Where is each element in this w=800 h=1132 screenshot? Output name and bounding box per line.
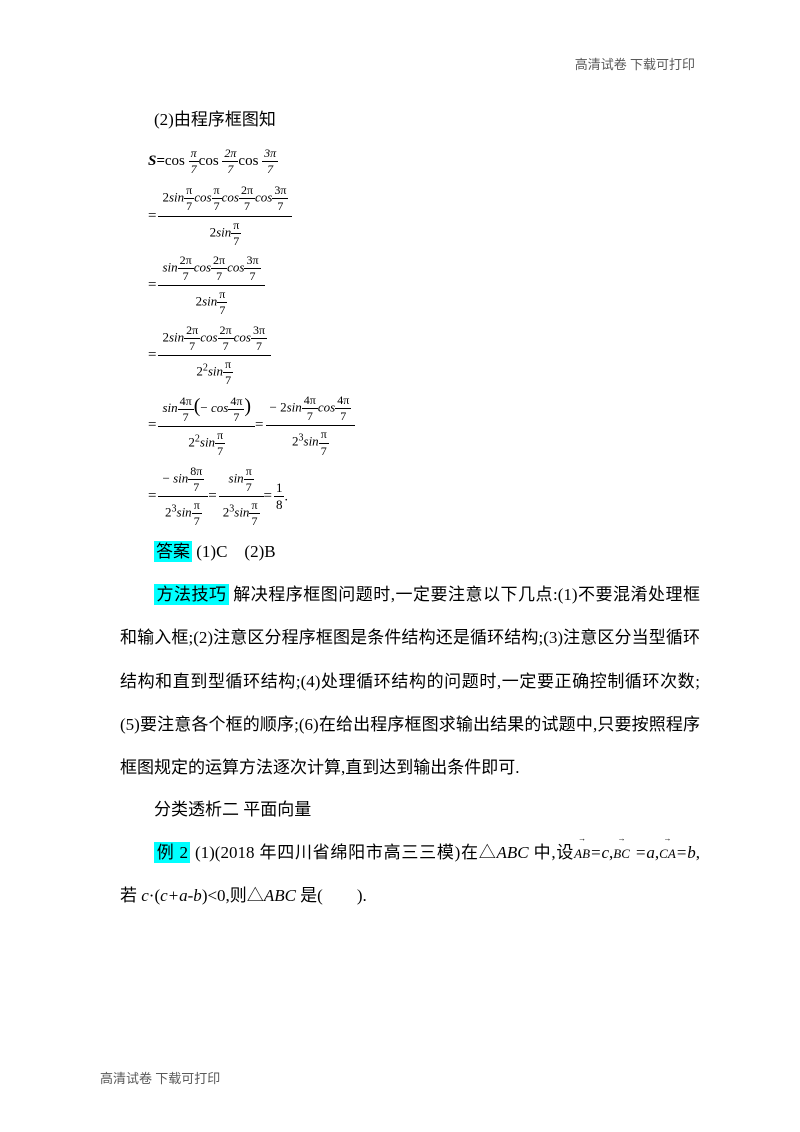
header-right: 高清试卷 下载可打印 — [575, 54, 695, 73]
answer-line: 答案 (1)C (2)B — [120, 532, 700, 573]
section-2-title: 分类透析二 平面向量 — [120, 790, 700, 831]
document-content: (2)由程序框图知 S=cos π7cos 2π7cos 3π7 =2sinπ7… — [120, 100, 700, 917]
footer-left: 高清试卷 下载可打印 — [100, 1068, 220, 1087]
equation-frac-1: =2sinπ7cosπ7cos2π7cos3π72sinπ7 — [148, 182, 700, 250]
method-label: 方法技巧 — [154, 584, 229, 605]
equation-frac-5: =− sin8π723sinπ7=sinπ723sinπ7=18. — [148, 463, 700, 531]
answer-label: 答案 — [154, 541, 192, 562]
equation-line-1: S=cos π7cos 2π7cos 3π7 — [148, 147, 700, 176]
example-2-label: 例 2 — [154, 842, 190, 863]
method-paragraph: 方法技巧 解决程序框图问题时,一定要注意以下几点:(1)不要混淆处理框和输入框;… — [120, 573, 700, 790]
paragraph-intro: (2)由程序框图知 — [120, 100, 700, 141]
equation-frac-2: =sin2π7cos2π7cos3π72sinπ7 — [148, 252, 700, 320]
equation-frac-3: =2sin2π7cos2π7cos3π722sinπ7 — [148, 322, 700, 390]
example-2-paragraph: 例 2 (1)(2018 年四川省绵阳市高三三模)在△ABC 中,设AB=c,B… — [120, 831, 700, 918]
equation-frac-4: =sin4π7(− cos4π7)22sinπ7=− 2sin4π7cos4π7… — [148, 391, 700, 460]
